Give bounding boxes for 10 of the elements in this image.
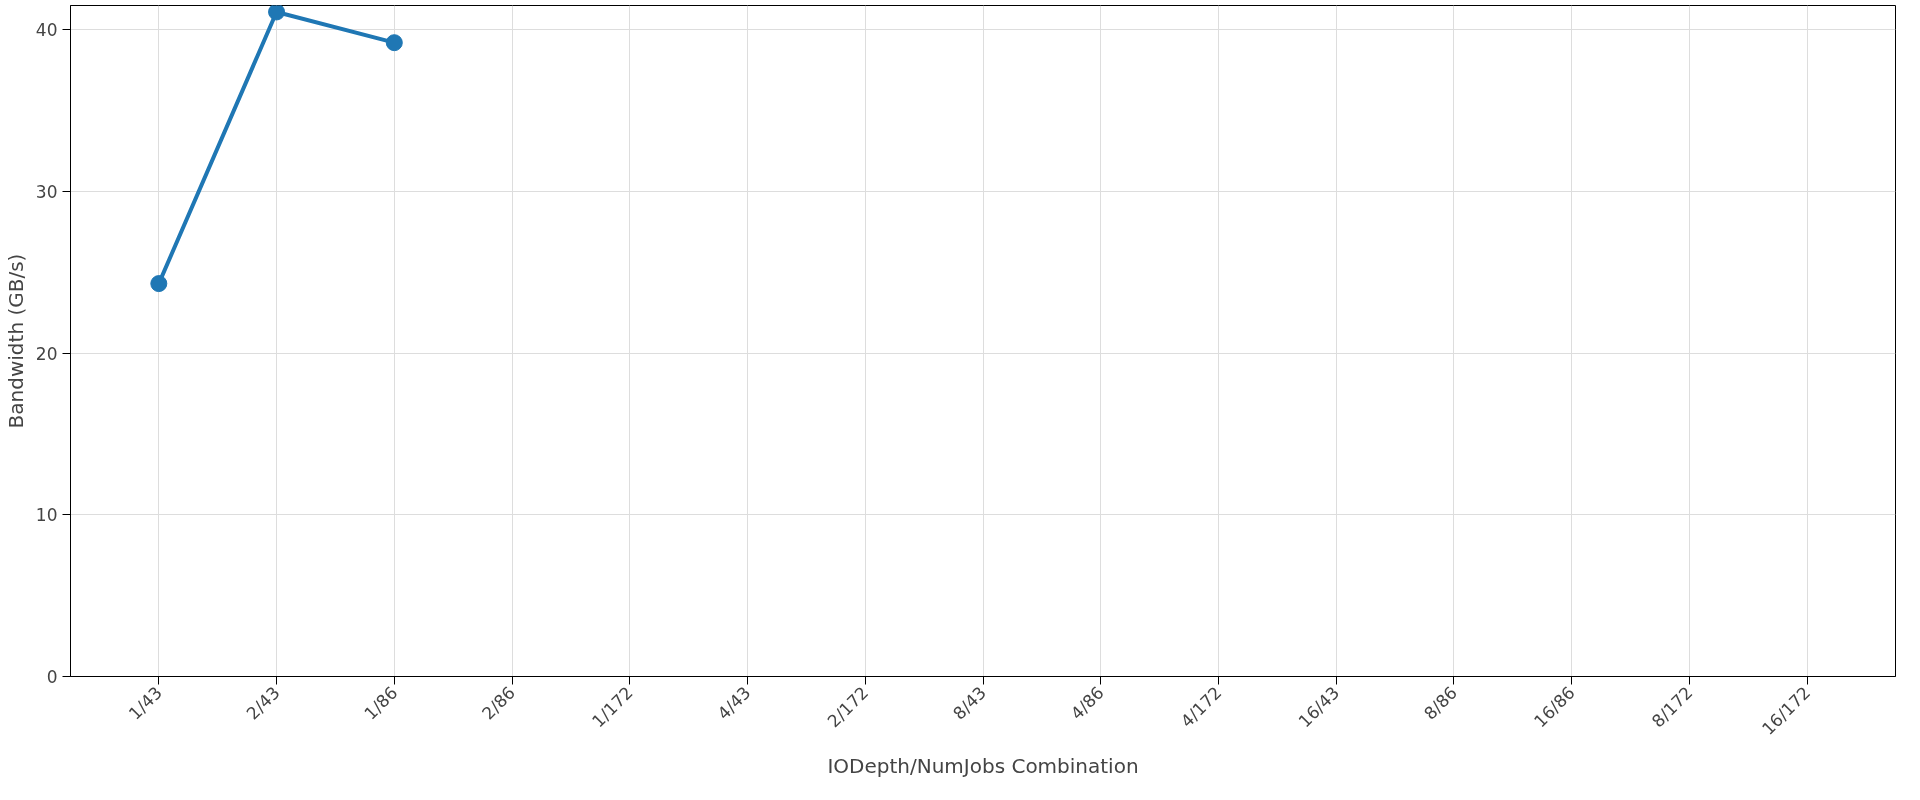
y-tick-label: 10: [35, 505, 58, 526]
point: [268, 5, 286, 21]
y-tick-label: 30: [35, 181, 58, 202]
point: [150, 275, 168, 293]
point: [385, 34, 403, 52]
y-axis-title: Bandwidth (GB/s): [3, 253, 28, 429]
y-tick-label: 40: [35, 20, 58, 41]
y-tick-label: 20: [35, 343, 58, 364]
x-axis-title: IODepth/NumJobs Combination: [827, 753, 1139, 778]
y-tick-label: 0: [46, 667, 58, 687]
